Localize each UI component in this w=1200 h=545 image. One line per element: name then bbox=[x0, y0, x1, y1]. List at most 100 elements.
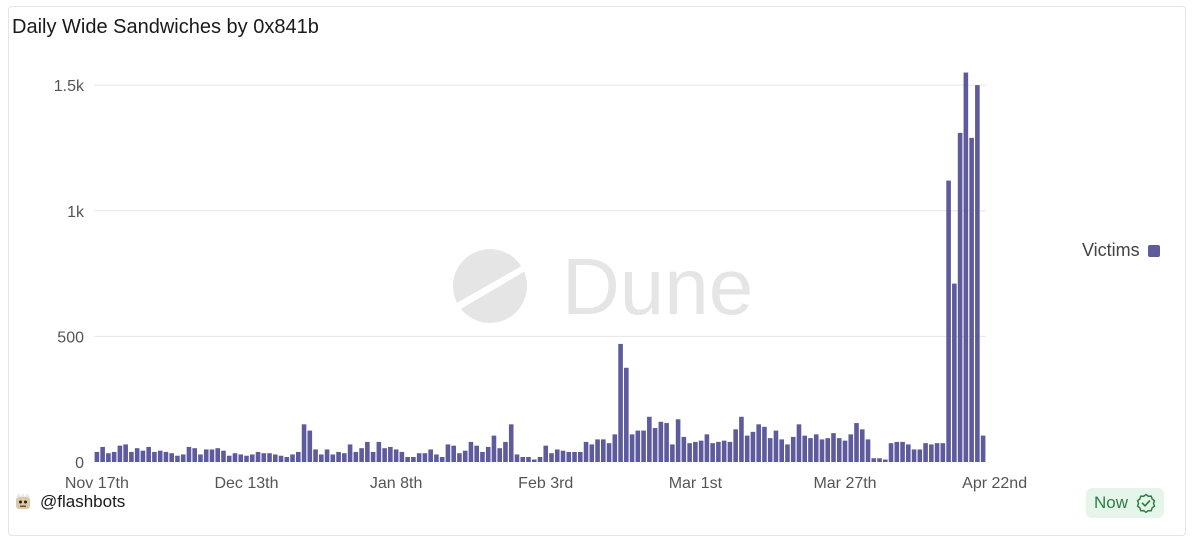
bar[interactable] bbox=[721, 440, 727, 462]
bar[interactable] bbox=[543, 445, 549, 462]
bar[interactable] bbox=[923, 443, 928, 462]
bar[interactable] bbox=[641, 430, 646, 462]
bar[interactable] bbox=[750, 431, 756, 462]
bar[interactable] bbox=[451, 445, 456, 462]
bar[interactable] bbox=[462, 450, 468, 462]
bar[interactable] bbox=[670, 444, 675, 462]
bar[interactable] bbox=[117, 445, 123, 462]
bar[interactable] bbox=[865, 439, 871, 462]
bar[interactable] bbox=[900, 441, 905, 462]
bar[interactable] bbox=[359, 448, 364, 462]
bar[interactable] bbox=[485, 446, 491, 462]
bar[interactable] bbox=[503, 441, 508, 462]
bar[interactable] bbox=[226, 455, 232, 462]
bar[interactable] bbox=[278, 455, 284, 462]
bar[interactable] bbox=[957, 132, 963, 463]
bar[interactable] bbox=[388, 446, 393, 462]
bar[interactable] bbox=[520, 456, 526, 462]
bar[interactable] bbox=[261, 453, 267, 462]
bar[interactable] bbox=[975, 85, 980, 463]
bar[interactable] bbox=[698, 440, 704, 462]
bar[interactable] bbox=[739, 416, 744, 462]
bar[interactable] bbox=[140, 450, 146, 462]
bar[interactable] bbox=[100, 446, 105, 462]
bar[interactable] bbox=[842, 440, 848, 462]
bar[interactable] bbox=[336, 451, 341, 462]
footer-attribution[interactable]: @flashbots bbox=[14, 492, 125, 512]
bar[interactable] bbox=[825, 438, 831, 462]
bar[interactable] bbox=[175, 455, 180, 462]
bar[interactable] bbox=[169, 453, 174, 462]
bar[interactable] bbox=[664, 423, 669, 462]
bar[interactable] bbox=[186, 446, 192, 462]
bar[interactable] bbox=[434, 454, 439, 462]
bar[interactable] bbox=[831, 433, 836, 462]
bar[interactable] bbox=[647, 416, 652, 462]
bar[interactable] bbox=[94, 451, 100, 462]
bar[interactable] bbox=[612, 434, 618, 462]
bar[interactable] bbox=[365, 441, 370, 462]
bar[interactable] bbox=[215, 448, 221, 462]
bar[interactable] bbox=[785, 444, 790, 462]
bar[interactable] bbox=[393, 449, 399, 462]
bar[interactable] bbox=[313, 449, 318, 462]
bar[interactable] bbox=[129, 451, 134, 462]
bar[interactable] bbox=[301, 424, 307, 462]
bar[interactable] bbox=[583, 441, 589, 462]
bar[interactable] bbox=[940, 443, 946, 462]
bar[interactable] bbox=[773, 430, 779, 462]
bar[interactable] bbox=[929, 444, 934, 462]
bar[interactable] bbox=[134, 448, 140, 462]
bar[interactable] bbox=[192, 448, 198, 462]
bar[interactable] bbox=[445, 444, 451, 462]
bar[interactable] bbox=[917, 449, 923, 462]
bar[interactable] bbox=[911, 449, 917, 462]
bar[interactable] bbox=[163, 451, 169, 462]
bar[interactable] bbox=[497, 448, 503, 462]
bar[interactable] bbox=[877, 458, 882, 462]
bar[interactable] bbox=[376, 441, 382, 462]
bar[interactable] bbox=[675, 419, 681, 462]
bar[interactable] bbox=[123, 444, 128, 462]
bar[interactable] bbox=[508, 424, 514, 462]
bar[interactable] bbox=[848, 434, 854, 462]
bar[interactable] bbox=[111, 451, 117, 462]
bar[interactable] bbox=[146, 446, 151, 462]
bar[interactable] bbox=[157, 450, 163, 462]
bar[interactable] bbox=[439, 456, 445, 462]
bar[interactable] bbox=[272, 454, 278, 462]
bar[interactable] bbox=[796, 424, 802, 462]
bar[interactable] bbox=[882, 459, 888, 462]
bar[interactable] bbox=[934, 443, 940, 462]
bar[interactable] bbox=[399, 451, 405, 462]
bar[interactable] bbox=[198, 454, 203, 462]
bar[interactable] bbox=[560, 450, 566, 462]
bar[interactable] bbox=[854, 423, 859, 462]
bar[interactable] bbox=[307, 430, 313, 462]
bar[interactable] bbox=[790, 436, 796, 463]
bar[interactable] bbox=[756, 424, 761, 462]
bar[interactable] bbox=[284, 456, 290, 462]
bar[interactable] bbox=[859, 429, 865, 462]
bar[interactable] bbox=[319, 454, 324, 462]
bar[interactable] bbox=[888, 443, 894, 462]
bar[interactable] bbox=[629, 434, 635, 462]
bar[interactable] bbox=[422, 453, 428, 462]
bar[interactable] bbox=[744, 435, 750, 462]
bar[interactable] bbox=[249, 454, 255, 462]
bar[interactable] bbox=[457, 453, 462, 462]
now-status-badge[interactable]: Now bbox=[1086, 488, 1165, 518]
bar[interactable] bbox=[819, 439, 825, 462]
bar[interactable] bbox=[836, 438, 842, 462]
bar[interactable] bbox=[416, 453, 422, 462]
bar[interactable] bbox=[480, 451, 485, 462]
bar[interactable] bbox=[906, 444, 911, 462]
bar[interactable] bbox=[624, 367, 629, 462]
bar[interactable] bbox=[531, 459, 537, 462]
bar[interactable] bbox=[537, 456, 543, 462]
bar[interactable] bbox=[324, 449, 330, 462]
bar[interactable] bbox=[635, 430, 641, 462]
bar[interactable] bbox=[566, 451, 572, 462]
bar[interactable] bbox=[572, 451, 577, 462]
bar[interactable] bbox=[693, 441, 698, 462]
